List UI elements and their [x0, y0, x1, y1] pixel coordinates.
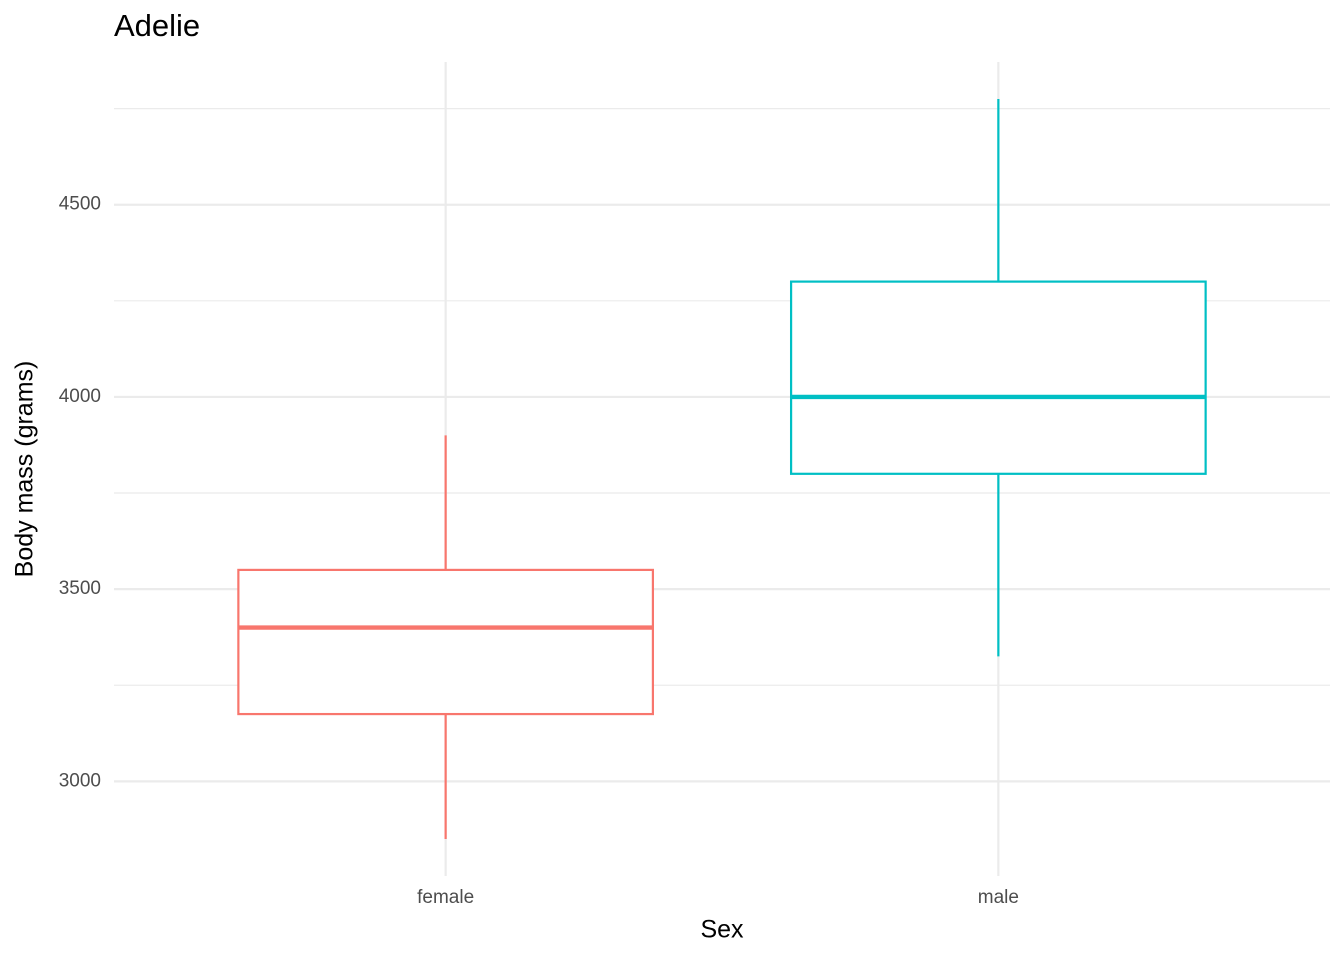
chart-title: Adelie [114, 8, 200, 43]
box [789, 280, 1207, 475]
y-tick-label: 3500 [59, 578, 101, 599]
x-tick-label: male [978, 887, 1019, 908]
y-axis-title: Body mass (grams) [11, 361, 39, 578]
y-tick-label: 4000 [59, 386, 101, 407]
y-tick-label: 4500 [59, 194, 101, 215]
y-tick-label: 3000 [59, 770, 101, 791]
x-axis-title: Sex [700, 916, 744, 944]
x-tick-label: female [417, 887, 474, 908]
box [237, 568, 655, 716]
